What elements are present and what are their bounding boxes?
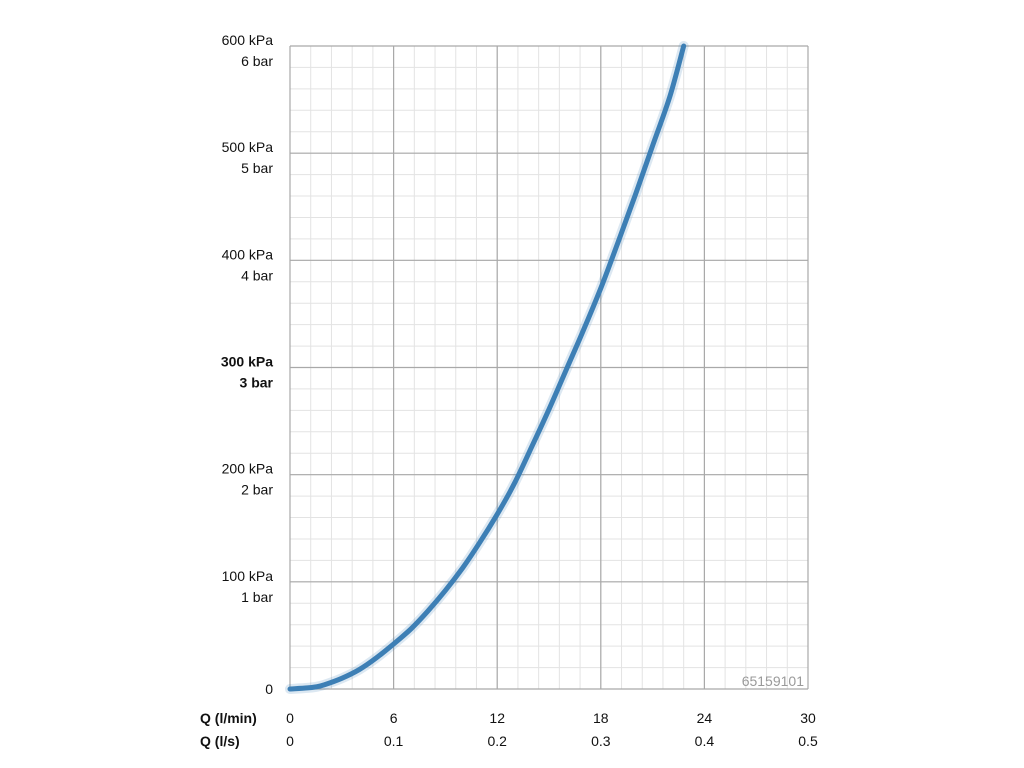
y-tick-label-kpa: 0 [265,681,273,697]
y-tick-label-bar: 1 bar [241,589,273,605]
x-tick-label-primary: 12 [489,710,505,726]
y-tick-label-bar: 2 bar [241,482,273,498]
y-tick-label-kpa: 500 kPa [222,139,274,155]
x-tick-label-primary: 0 [286,710,294,726]
y-tick-label-kpa: 100 kPa [222,568,274,584]
y-tick-label-bar: 4 bar [241,267,273,283]
x-tick-label-secondary: 0.1 [384,733,404,749]
y-tick-label-bar: 5 bar [241,160,273,176]
y-tick-labels: 0 100 kPa 1 bar 200 kPa 2 bar 300 kPa 3 bar 400… [221,32,274,697]
chart-code-label: 65159101 [742,673,805,689]
y-tick-label-bar: 6 bar [241,53,273,69]
x-tick-label-primary: 24 [697,710,713,726]
x-tick-label-primary: 6 [390,710,398,726]
x-tick-label-secondary: 0.2 [487,733,507,749]
series-line [287,43,687,692]
x-axis-name-secondary: Q (l/s) [200,733,240,749]
y-tick-label-kpa: 200 kPa [222,461,274,477]
x-tick-label-primary: 18 [593,710,609,726]
x-tick-label-secondary: 0 [286,733,294,749]
pressure-curve [285,41,689,694]
x-tick-labels: 0 0 6 0.1 12 0.2 18 0.3 24 0.4 30 0.5 [286,710,818,749]
y-tick-label-kpa: 300 kPa [221,354,273,370]
x-tick-label-secondary: 0.3 [591,733,611,749]
major-gridlines [289,45,809,690]
x-tick-label-secondary: 0.5 [798,733,818,749]
x-tick-label-primary: 30 [800,710,816,726]
y-tick-label-kpa: 600 kPa [222,32,274,48]
x-tick-label-secondary: 0.4 [695,733,715,749]
y-tick-label-kpa: 400 kPa [222,246,274,262]
y-tick-label-bar: 3 bar [240,375,274,391]
x-axis-name-primary: Q (l/min) [200,710,257,726]
